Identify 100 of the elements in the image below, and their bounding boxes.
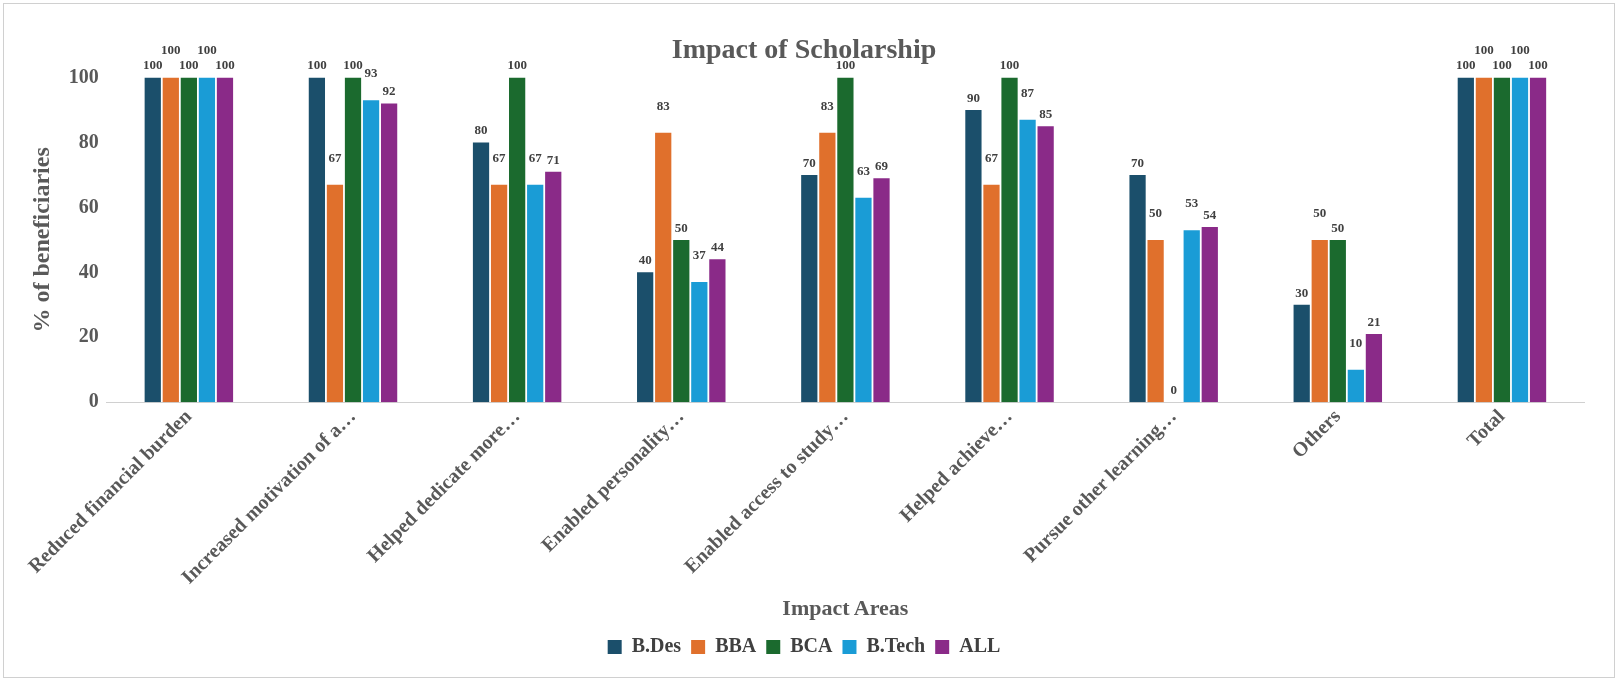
bar <box>1457 77 1474 403</box>
data-label: 100 <box>1492 57 1512 73</box>
data-label: 100 <box>143 57 163 73</box>
data-label: 10 <box>1349 334 1363 350</box>
legend-label: BBA <box>715 634 757 657</box>
bar <box>216 77 234 403</box>
bar <box>965 110 982 403</box>
bar <box>1475 77 1492 403</box>
y-tick-label: 40 <box>78 259 99 282</box>
data-label: 71 <box>546 151 560 167</box>
data-label: 50 <box>1313 204 1327 220</box>
data-label: 50 <box>674 219 688 235</box>
bar <box>1511 77 1529 403</box>
bar <box>855 197 872 403</box>
data-label: 100 <box>179 57 199 73</box>
data-label: 21 <box>1367 313 1381 329</box>
bar <box>1293 304 1310 403</box>
bar <box>801 174 818 403</box>
data-label: 50 <box>1149 204 1163 220</box>
y-tick-label: 80 <box>78 129 99 152</box>
data-label: 100 <box>343 57 363 73</box>
bar <box>1129 174 1146 403</box>
data-label: 85 <box>1039 106 1053 122</box>
bar <box>1201 226 1218 403</box>
bar <box>819 132 836 403</box>
data-label: 70 <box>802 154 816 170</box>
bar <box>1019 119 1036 403</box>
data-label: 100 <box>1456 57 1476 73</box>
bar <box>673 239 690 403</box>
legend-label: B.Tech <box>866 634 926 657</box>
bar <box>326 184 344 403</box>
data-label: 69 <box>875 158 889 174</box>
bar <box>655 132 672 403</box>
data-label: 100 <box>215 57 235 73</box>
data-label: 53 <box>1185 195 1199 210</box>
bar <box>709 259 726 403</box>
bar <box>1147 239 1164 403</box>
data-label: 54 <box>1203 206 1217 222</box>
legend-label: BCA <box>790 634 834 657</box>
bar <box>637 272 654 403</box>
bar <box>162 77 179 403</box>
data-label: 67 <box>492 149 507 165</box>
bar <box>1347 369 1364 403</box>
data-label: 80 <box>474 122 488 138</box>
data-label: 70 <box>1131 154 1145 170</box>
data-label: 93 <box>364 65 379 81</box>
bar <box>837 77 854 403</box>
bar <box>362 100 380 403</box>
bar <box>344 77 362 403</box>
y-tick-label: 60 <box>78 194 99 217</box>
bar <box>1493 77 1511 403</box>
data-label: 90 <box>966 89 980 105</box>
data-label: 67 <box>984 149 999 165</box>
bar <box>545 171 562 403</box>
data-label: 67 <box>528 149 543 165</box>
bar <box>1001 77 1018 403</box>
bar <box>691 282 708 403</box>
legend-label: B.Des <box>631 634 682 657</box>
x-axis-title: Impact Areas <box>782 595 909 621</box>
data-label: 83 <box>656 97 671 113</box>
bar <box>527 184 544 403</box>
data-label: 100 <box>307 57 327 73</box>
bar <box>472 142 490 403</box>
data-label: 37 <box>692 246 707 262</box>
legend-label: ALL <box>959 634 1001 657</box>
data-label: 100 <box>1510 42 1530 58</box>
bar <box>1037 126 1054 403</box>
y-tick-label: 0 <box>88 389 99 412</box>
bar <box>1311 239 1328 403</box>
data-label: 100 <box>197 42 217 58</box>
bar <box>983 184 1000 403</box>
data-label: 50 <box>1331 219 1345 235</box>
bar <box>198 77 216 403</box>
data-label: 83 <box>820 97 835 113</box>
bar <box>1183 230 1200 403</box>
data-label: 87 <box>1021 84 1035 100</box>
bar <box>380 103 398 403</box>
bar <box>1529 77 1547 403</box>
y-tick-label: 100 <box>68 64 99 87</box>
y-tick-label: 20 <box>78 324 99 347</box>
bar <box>1329 239 1346 403</box>
data-label: 40 <box>638 252 652 268</box>
bar <box>144 77 161 403</box>
y-axis-title: % of beneficiaries <box>27 147 54 333</box>
bar <box>490 184 508 403</box>
bar <box>180 77 197 403</box>
bar <box>1365 334 1383 403</box>
data-label: 92 <box>382 83 396 99</box>
data-label: 100 <box>161 42 181 58</box>
bar <box>873 178 890 403</box>
bar <box>308 77 326 403</box>
data-label: 44 <box>710 239 725 255</box>
data-label: 0 <box>1170 382 1177 398</box>
data-label: 63 <box>856 162 871 178</box>
bar <box>509 77 526 403</box>
data-label: 67 <box>328 149 342 165</box>
data-label: 100 <box>507 57 527 73</box>
data-label: 100 <box>1528 57 1548 73</box>
data-label: 100 <box>1474 42 1494 58</box>
data-label: 30 <box>1295 284 1309 300</box>
